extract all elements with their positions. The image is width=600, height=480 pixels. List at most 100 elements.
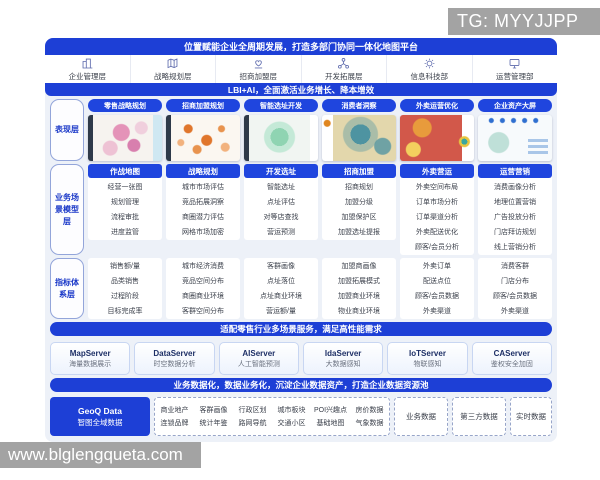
department-franchise: 招商加盟层 <box>215 55 301 83</box>
business-item: 线上营销分析 <box>494 243 536 251</box>
heart-hand-icon <box>254 59 262 68</box>
indicator-item: 客群空间分布 <box>182 307 224 315</box>
business-item: 进度监管 <box>111 228 139 236</box>
indicator-item: 配送点位 <box>423 277 451 285</box>
business-column-strategy: 战略规划 城市市场评估 竞品拓展洞察 商圈潜力评估 网格市场加密 <box>166 164 240 240</box>
server-card-idaserver: IdaServer 大数据感知 <box>303 342 384 375</box>
geo-data-item: 统计年鉴 <box>199 420 228 427</box>
business-item: 对等店查找 <box>263 213 299 221</box>
indicator-item: 外卖订单 <box>423 262 451 270</box>
geo-data-item: 连锁品牌 <box>160 420 189 427</box>
department-row: 企业管理层 战略规划层 招商加盟层 开发拓展层 信息科技部 运营管理部 <box>45 55 557 83</box>
department-enterprise-management: 企业管理层 <box>45 55 130 83</box>
server-name: MapServer <box>69 348 111 358</box>
data-source-business: 业务数据 <box>394 397 448 436</box>
data-source-row: GeoQ Data 智图全域数据 商业地产 连锁品牌 客群画像 统计年鉴 行政区… <box>45 397 557 436</box>
business-item: 网格市场加密 <box>182 228 224 236</box>
indicator-item: 顾客/会员数据 <box>415 292 459 300</box>
business-column-site-development: 开发选址 智能选址 点址评估 对等店查找 营运预测 <box>244 164 318 240</box>
data-source-realtime: 实时数据 <box>510 397 552 436</box>
org-chart-icon <box>338 57 350 69</box>
pink-city-map-thumbnail <box>88 115 162 161</box>
column-header: 运营营销 <box>478 164 552 178</box>
business-item: 加盟分级 <box>345 198 373 206</box>
indicator-item: 物业商业环境 <box>338 307 380 315</box>
column-header: 开发选址 <box>244 164 318 178</box>
indicator-column: 消费客群 门店分布 顾客/会员数据 外卖渠道 <box>478 258 552 319</box>
indicator-column: 城市经济消费 竞品空间分布 商圈商业环境 客群空间分布 <box>166 258 240 319</box>
geo-data-pair: 商业地产 连锁品牌 <box>155 405 194 428</box>
business-column-delivery-operation: 外卖营运 外卖空间布局 订单市场分析 订单渠道分析 外卖配送优化 顾客/会员分析 <box>400 164 474 255</box>
geo-data-item: 基础地图 <box>316 420 345 427</box>
indicator-column: 加盟商画像 加盟拓展模式 加盟商业环境 物业商业环境 <box>322 258 396 319</box>
map-icon <box>167 57 178 68</box>
indicator-columns: 销售额/量 品类销售 过程阶段 目标完成率 城市经济消费 竞品空间分布 商圈商业… <box>88 258 552 319</box>
department-development: 开发拓展层 <box>300 55 387 83</box>
server-card-mapserver: MapServer 海量数据展示 <box>50 342 131 375</box>
watermark-telegram: TG: MYYJJPP <box>448 8 600 35</box>
watermark-website: www.blglengqueta.com <box>0 442 201 468</box>
module-title: 外卖运营优化 <box>400 99 474 112</box>
module-asset-dashboard: 企业资产大屏 <box>478 99 552 161</box>
presentation-modules: 零售战略规划 招商加盟规划 智能选址开发 消费者洞察 外卖运营优化 <box>88 99 552 161</box>
green-area-map-thumbnail <box>244 115 318 161</box>
department-it: 信息科技部 <box>386 55 472 83</box>
module-title: 消费者洞察 <box>322 99 396 112</box>
geo-data-item: 房价数据 <box>355 407 384 414</box>
indicator-column: 客群画像 点址落位 点址商业环境 营运额/量 <box>244 258 318 319</box>
column-header: 外卖营运 <box>400 164 474 178</box>
business-item: 加盟选址提报 <box>338 228 380 236</box>
server-card-dataserver: DataServer 时空数据分析 <box>134 342 215 375</box>
department-label: 开发拓展层 <box>325 71 363 81</box>
department-label: 战略规划层 <box>154 71 192 81</box>
department-label: 运营管理部 <box>496 71 534 81</box>
business-item: 经营一张图 <box>107 183 143 191</box>
presentation-layer-section: 表现层 零售战略规划 招商加盟规划 智能选址开发 消费者洞察 <box>45 99 557 161</box>
gear-icon <box>424 58 435 68</box>
indicator-item: 城市经济消费 <box>182 262 224 270</box>
indicator-item: 门店分布 <box>501 277 529 285</box>
server-name: IoTServer <box>409 348 446 358</box>
business-column-marketing: 运营营销 消费画像分析 地理位置营销 广告投放分析 门店拜访规划 线上营销分析 <box>478 164 552 255</box>
module-smart-site-selection: 智能选址开发 <box>244 99 318 161</box>
column-header: 战略规划 <box>166 164 240 178</box>
geo-data-pair: 行政区划 路网导航 <box>233 405 272 428</box>
geo-data-pair: POI兴趣点 基础地图 <box>311 405 350 428</box>
business-item: 城市市场评估 <box>182 183 224 191</box>
server-name: DataServer <box>153 348 196 358</box>
server-desc: 时空数据分析 <box>153 360 196 368</box>
data-banner: 业务数据化，数据业务化，沉淀企业数据资产，打造企业数据资源池 <box>50 378 552 392</box>
server-desc: 海量数据展示 <box>69 360 112 368</box>
geo-data-item: 交通小区 <box>277 420 306 427</box>
server-card-aiserver: AIServer 人工智能预测 <box>218 342 299 375</box>
business-item: 加盟保护区 <box>341 213 377 221</box>
server-name: CAServer <box>493 348 531 358</box>
teal-circles-map-thumbnail <box>322 115 396 161</box>
geoq-data-items-box: 商业地产 连锁品牌 客群画像 统计年鉴 行政区划 路网导航 城市板块 交通小区 … <box>154 397 390 436</box>
business-item: 流程审批 <box>111 213 139 221</box>
indicator-item: 过程阶段 <box>111 292 139 300</box>
server-desc: 大数据感知 <box>325 360 361 368</box>
geo-data-pair: 客群画像 统计年鉴 <box>194 405 233 428</box>
indicator-item: 外卖渠道 <box>501 307 529 315</box>
department-label: 招商加盟层 <box>239 71 278 81</box>
geo-data-item: 城市板块 <box>277 407 306 414</box>
server-desc: 人工智能预测 <box>237 360 280 368</box>
indicator-column: 销售额/量 品类销售 过程阶段 目标完成率 <box>88 258 162 319</box>
geo-data-item: 路网导航 <box>238 420 267 427</box>
business-column-franchise: 招商加盟 招商规划 加盟分级 加盟保护区 加盟选址提报 <box>322 164 396 240</box>
geoq-subtitle: 智图全域数据 <box>77 417 123 427</box>
indicator-item: 加盟商画像 <box>341 262 377 270</box>
server-card-caserver: CAServer 鉴权安全加固 <box>471 342 552 375</box>
department-label: 信息科技部 <box>410 71 449 81</box>
indicator-item: 营运额/量 <box>266 307 296 315</box>
module-consumer-insight: 消费者洞察 <box>322 99 396 161</box>
indicator-item: 竞品空间分布 <box>182 277 224 285</box>
geoq-title: GeoQ Data <box>78 405 122 416</box>
platform-architecture-panel: 位置赋能企业全周期发展，打造多部门协同一体化地图平台 企业管理层 战略规划层 招… <box>45 38 557 442</box>
module-retail-strategy: 零售战略规划 <box>88 99 162 161</box>
business-item: 门店拜访规划 <box>494 228 536 236</box>
module-delivery-optimization: 外卖运营优化 <box>400 99 474 161</box>
top-banner: 位置赋能企业全周期发展，打造多部门协同一体化地图平台 <box>45 38 557 55</box>
indicator-item: 点址商业环境 <box>260 292 302 300</box>
